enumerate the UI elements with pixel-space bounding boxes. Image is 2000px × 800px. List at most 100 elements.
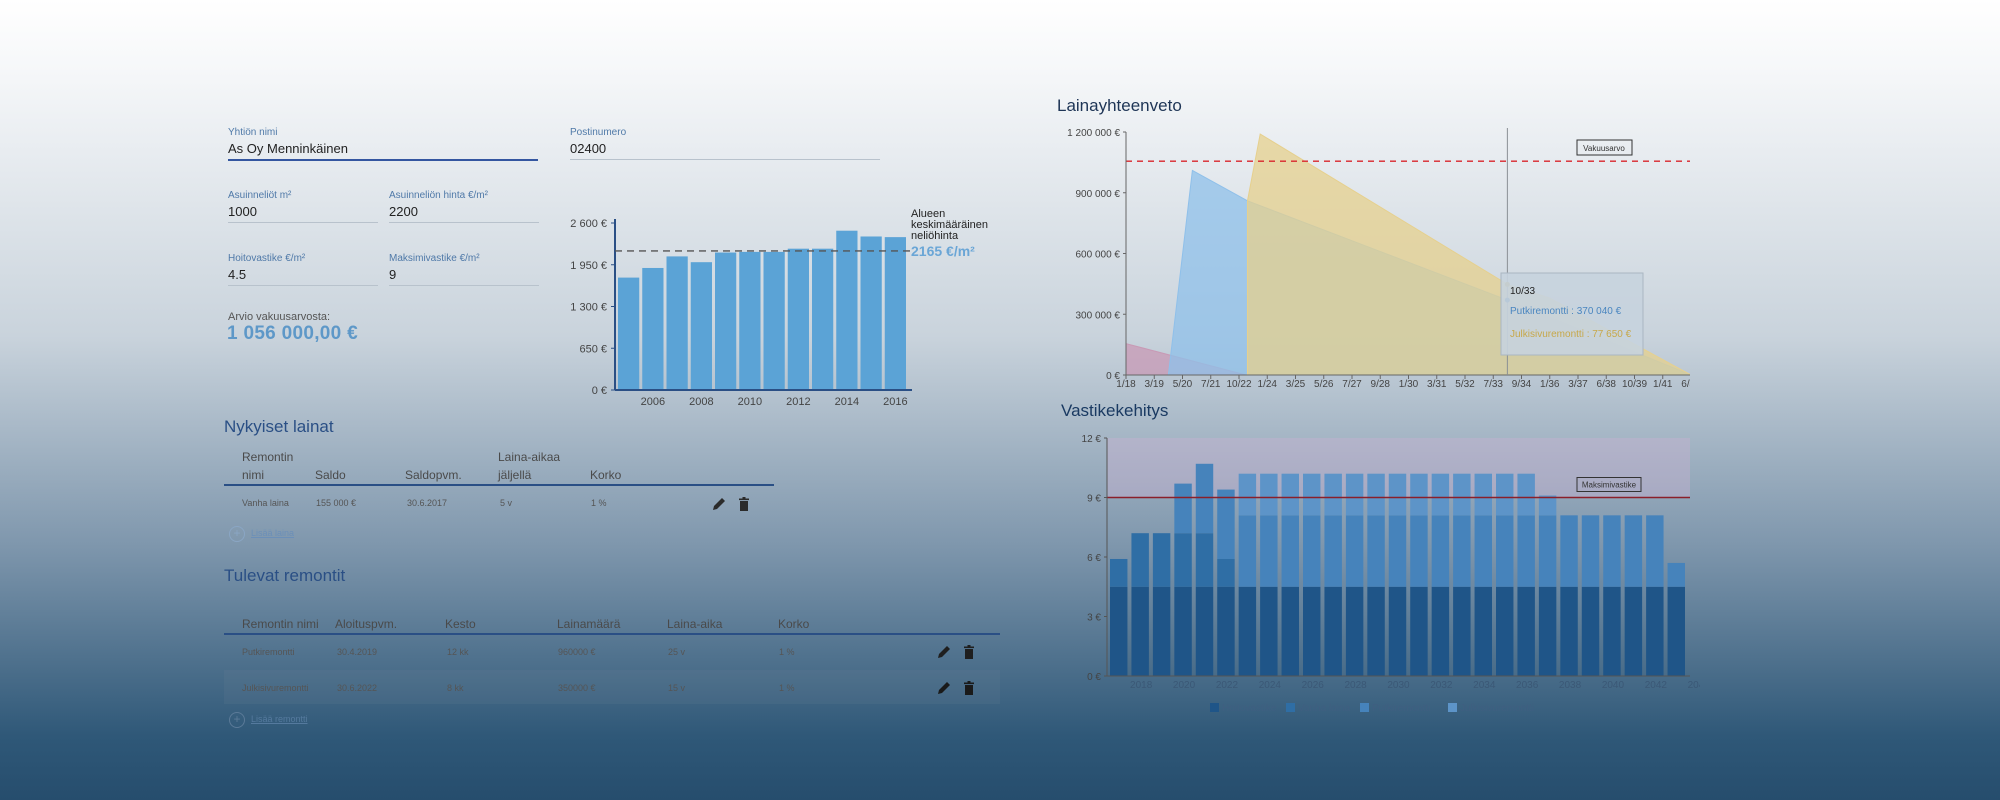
- bar-hoitovastike: [1474, 586, 1492, 676]
- bar-putkiremontti: [1303, 515, 1321, 587]
- y-tick-label: 1 950 €: [570, 260, 607, 272]
- loan-row-interest: 1 %: [591, 498, 607, 508]
- loans-header-divider: [224, 484, 774, 486]
- trash-icon[interactable]: [736, 496, 752, 512]
- bar: [787, 248, 809, 390]
- y-tick-label: 1 200 000 €: [1067, 128, 1120, 139]
- plus-circle-icon[interactable]: +: [229, 712, 245, 728]
- bar-hoitovastike: [1217, 586, 1235, 676]
- price-history-chart: 0 € 650 € 1 300 € 1 950 € 2 600 € 2006 2008 201…: [570, 208, 988, 405]
- company-name-input[interactable]: As Oy Menninkäinen: [228, 140, 538, 161]
- bar-hoitovastike: [1624, 586, 1643, 676]
- loans-title: Nykyiset lainat: [224, 417, 334, 436]
- bar-putkiremontti: [1474, 515, 1492, 587]
- trash-icon[interactable]: [961, 680, 977, 696]
- maintenance-fee-label: Hoitovastike €/m²: [228, 253, 306, 264]
- loans-col-interest: Korko: [590, 468, 622, 482]
- bar: [739, 251, 761, 390]
- apartment-price-input[interactable]: 2200: [389, 203, 539, 223]
- collateral-value-label: Vakuusarvo: [1583, 144, 1625, 153]
- bar-vanha-laina: [1174, 533, 1192, 587]
- company-name-field[interactable]: Yhtiön nimi As Oy Menninkäinen: [228, 127, 538, 161]
- y-tick-label: 3 €: [1087, 613, 1101, 624]
- renovation-row-1-duration: 12 kk: [447, 647, 469, 657]
- add-loan-link[interactable]: Lisää laina: [251, 528, 295, 538]
- x-tick-label: 5/32: [1455, 379, 1475, 390]
- apartment-price-field[interactable]: Asuinneliön hinta €/m² 2200: [389, 190, 539, 223]
- x-tick-label: 1/41: [1653, 379, 1673, 390]
- bar-putkiremontti: [1410, 515, 1428, 587]
- renovations-col-start: Aloituspvm.: [335, 617, 398, 631]
- bar-hoitovastike: [1195, 586, 1214, 676]
- x-tick-label: 6/42: [1681, 379, 1690, 390]
- bar-julkisivuremontti: [1324, 473, 1342, 516]
- add-renovation-link[interactable]: Lisää remontti: [251, 714, 308, 724]
- bar-putkiremontti: [1324, 515, 1342, 587]
- loan-row-name: Vanha laina: [242, 498, 289, 508]
- legend-label: Hoitovastike: [1222, 703, 1277, 714]
- bar-hoitovastike: [1324, 586, 1342, 676]
- estimate-label: Arvio vakuusarvosta:: [228, 311, 331, 323]
- bar-hoitovastike: [1303, 586, 1321, 676]
- renovation-row-2-duration: 8 kk: [447, 683, 464, 693]
- bar-putkiremontti: [1496, 515, 1514, 587]
- max-fee-label: Maksimivastike €/m²: [389, 253, 480, 264]
- apartments-m2-input[interactable]: 1000: [228, 203, 378, 223]
- bar-hoitovastike: [1581, 586, 1600, 676]
- bar-hoitovastike: [1110, 586, 1128, 676]
- postal-code-label: Postinumero: [570, 127, 627, 138]
- y-tick-label: 650 €: [579, 343, 607, 355]
- x-tick-label: 2036: [1516, 680, 1539, 691]
- bar-putkiremontti: [1281, 515, 1299, 587]
- trash-icon[interactable]: [961, 644, 977, 660]
- x-tick-label: 5/26: [1314, 379, 1334, 390]
- y-tick-label: 12 €: [1082, 434, 1102, 445]
- bar-hoitovastike: [1281, 586, 1299, 676]
- renovation-row-1-start: 30.4.2019: [337, 647, 378, 657]
- renovation-row-2-name: Julkisivuremontti: [242, 683, 309, 693]
- pencil-icon[interactable]: [936, 680, 952, 696]
- bar-julkisivuremontti: [1431, 473, 1450, 516]
- x-tick-label: 1/36: [1540, 379, 1560, 390]
- bar-putkiremontti: [1195, 463, 1214, 534]
- bar-hoitovastike: [1603, 586, 1621, 676]
- pencil-icon[interactable]: [711, 496, 727, 512]
- apartments-m2-field[interactable]: Asuinneliöt m² 1000: [228, 190, 378, 223]
- x-tick-label: 2024: [1259, 680, 1282, 691]
- pencil-icon[interactable]: [936, 644, 952, 660]
- bar: [642, 267, 664, 390]
- bar-vanha-laina: [1152, 533, 1171, 587]
- max-fee-box: [1576, 477, 1642, 492]
- maintenance-fee-field[interactable]: Hoitovastike €/m² 4.5: [228, 253, 378, 286]
- max-fee-field[interactable]: Maksimivastike €/m² 9: [389, 253, 539, 286]
- renovation-row-1-amount: 960000 €: [558, 647, 596, 657]
- bar-hoitovastike: [1453, 586, 1471, 676]
- bar-putkiremontti: [1238, 515, 1257, 587]
- bar-hoitovastike: [1667, 586, 1685, 676]
- bar-putkiremontti: [1517, 515, 1535, 587]
- y-tick-label: 1 300 €: [570, 302, 607, 314]
- maintenance-fee-input[interactable]: 4.5: [228, 266, 378, 286]
- bar: [618, 277, 640, 390]
- bar-hoitovastike: [1646, 586, 1664, 676]
- x-tick-label: 2018: [1130, 680, 1153, 691]
- postal-code-input[interactable]: 02400: [570, 140, 880, 160]
- renovation-row-2-amount: 350000 €: [558, 683, 596, 693]
- bar: [763, 251, 785, 390]
- max-fee-input[interactable]: 9: [389, 266, 539, 286]
- renovations-header-divider: [224, 633, 1000, 635]
- loans-col-remaining: Laina-aikaa jäljellä: [498, 450, 561, 482]
- postal-code-field[interactable]: Postinumero 02400: [570, 127, 880, 160]
- bar: [860, 236, 882, 390]
- fee-development-chart: 0 € 3 € 6 € 9 € 12 € Maksimivastike 2018 2020 20…: [1082, 434, 1700, 714]
- x-tick-label: 2038: [1559, 680, 1582, 691]
- y-tick-label: 600 000 €: [1076, 250, 1121, 261]
- renovations-col-name: Remontin nimi: [242, 617, 319, 631]
- bar-hoitovastike: [1431, 586, 1450, 676]
- renovation-row-1-name: Putkiremontti: [242, 647, 295, 657]
- tooltip-line: Putkiremontti : 370 040 €: [1510, 306, 1622, 317]
- tooltip-line: Julkisivuremontti : 77 650 €: [1510, 329, 1632, 340]
- apartment-price-label: Asuinneliön hinta €/m²: [389, 190, 488, 201]
- plus-circle-icon[interactable]: +: [229, 526, 245, 542]
- x-tick-label: 3/19: [1145, 379, 1165, 390]
